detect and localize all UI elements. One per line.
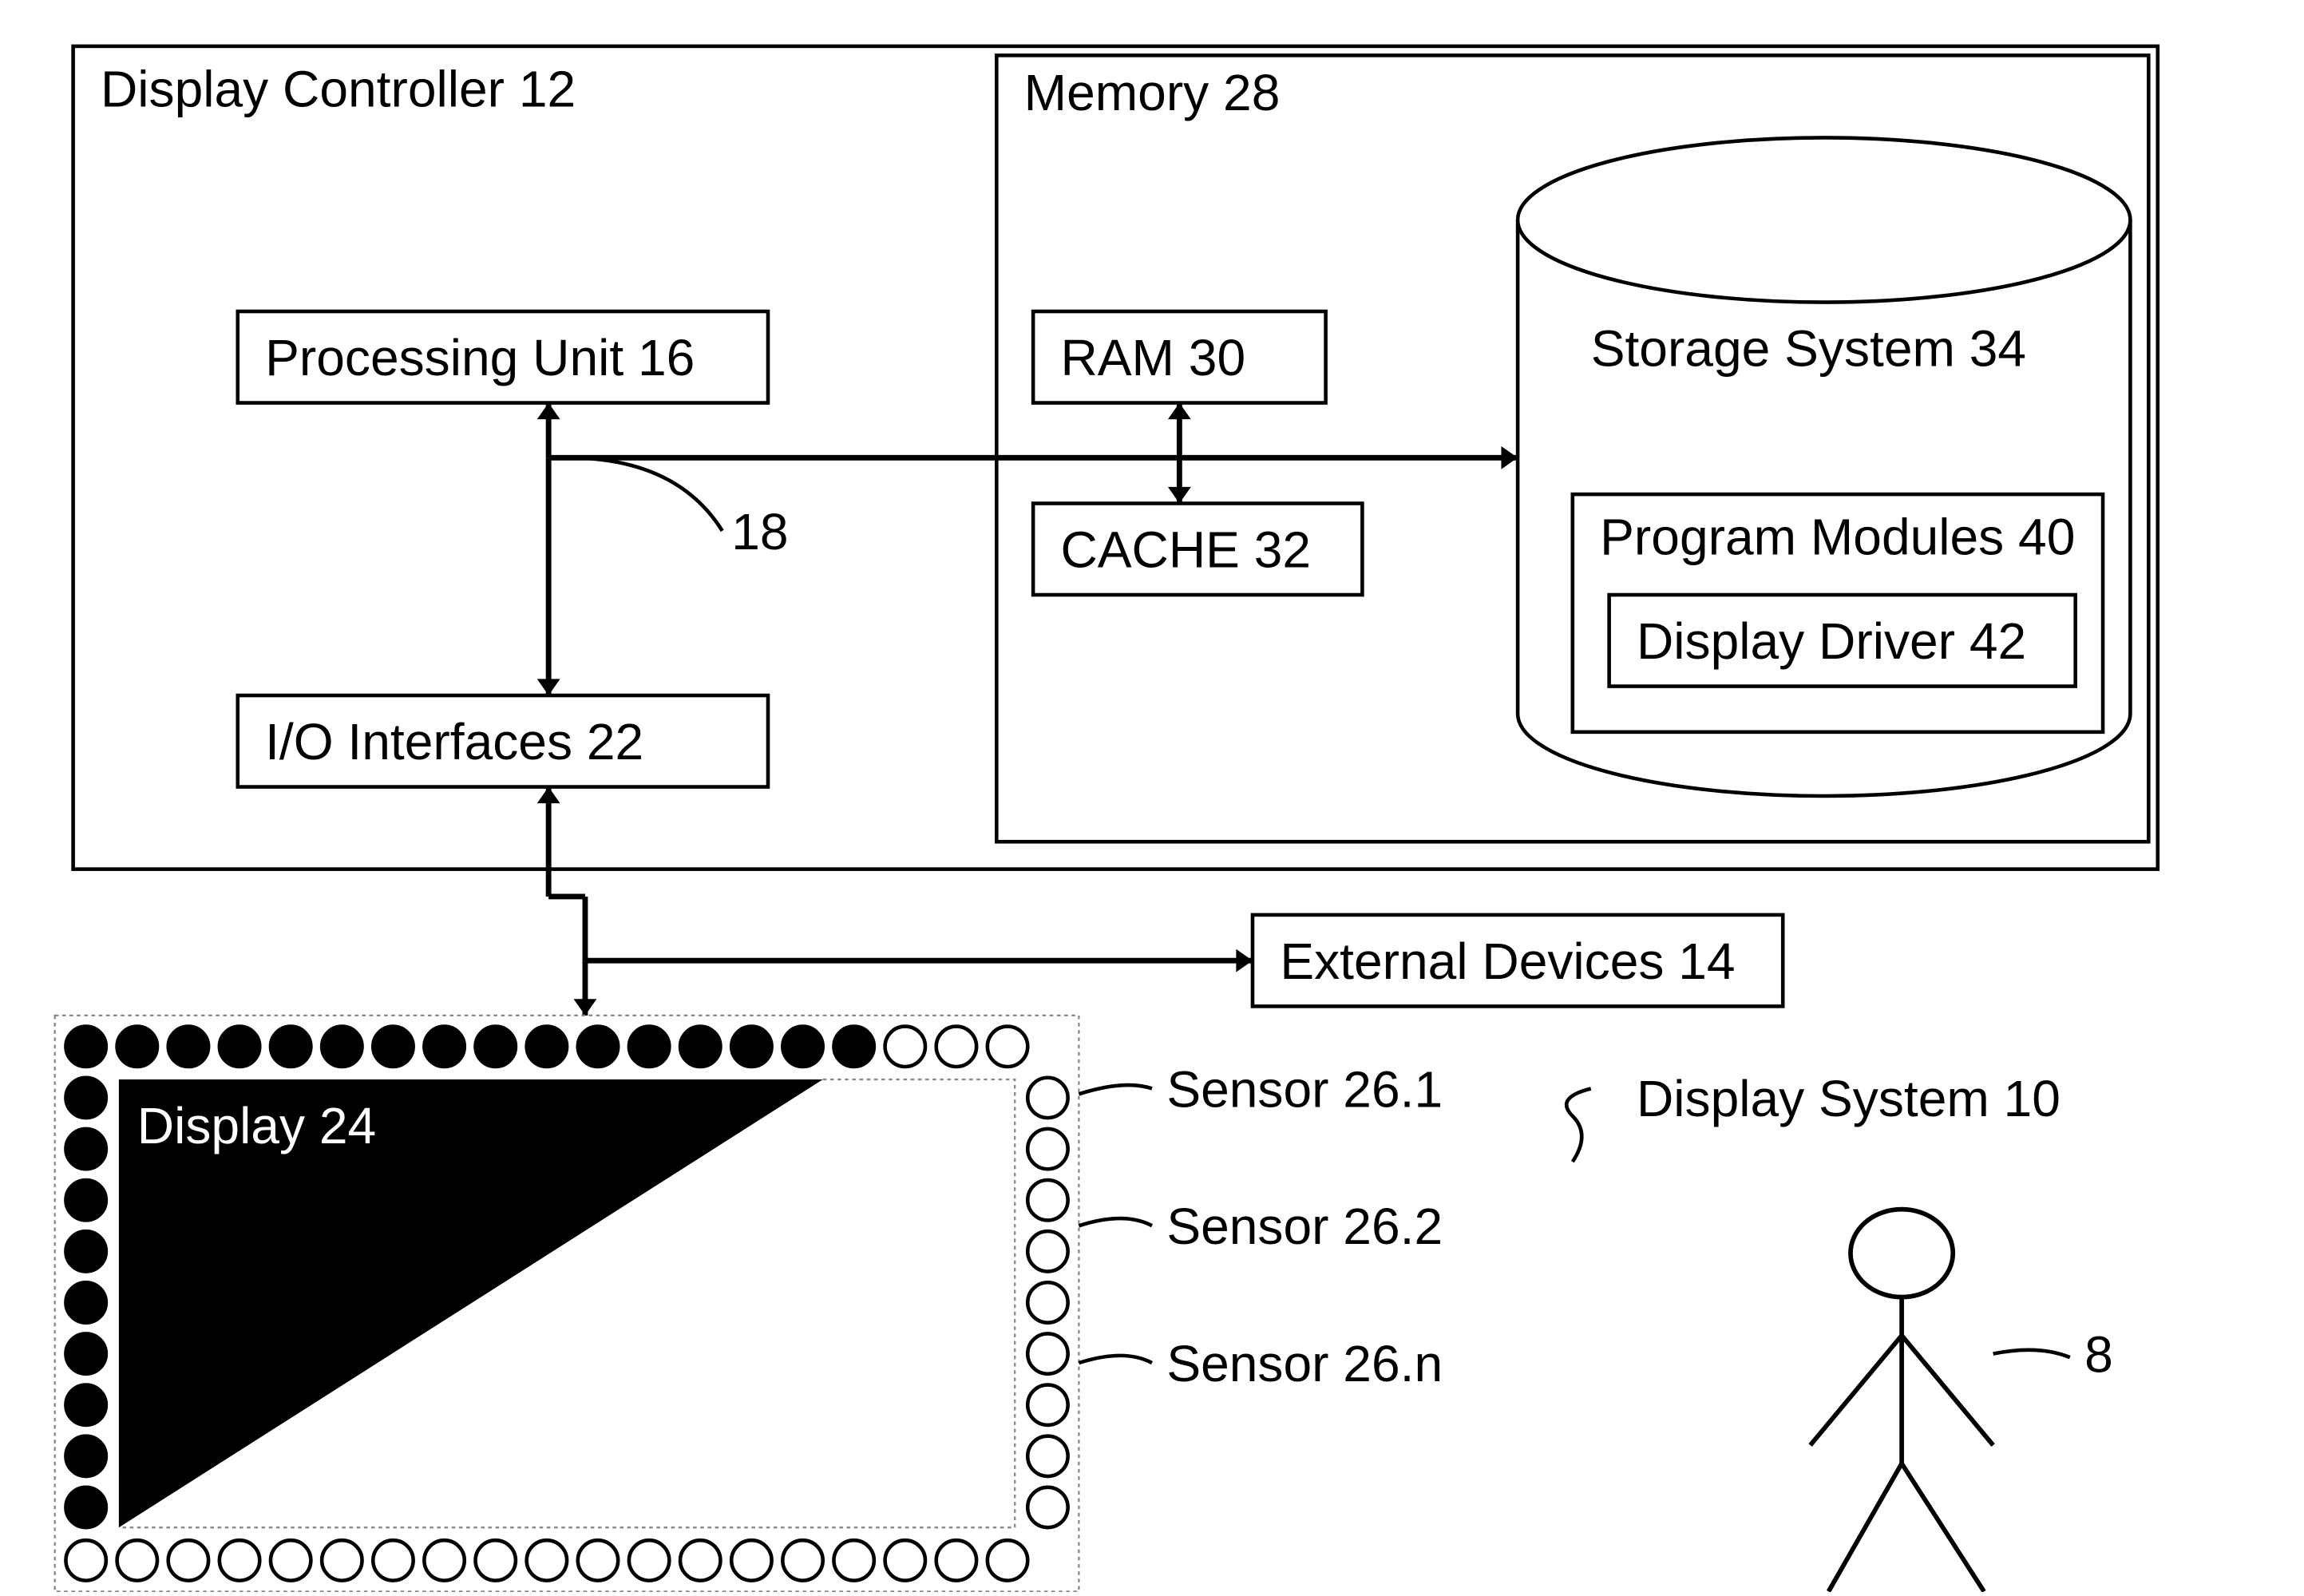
person-leg-l [1828, 1463, 1902, 1591]
sensor-dot-empty [1027, 1129, 1067, 1169]
arrowhead [1501, 446, 1518, 469]
sensor-dot-empty [1027, 1487, 1067, 1527]
sensor-dot-empty [65, 1540, 105, 1580]
arrowhead [1168, 487, 1191, 504]
arrowhead [537, 679, 560, 695]
display-label: Display 24 [137, 1097, 376, 1154]
sensor-dot-empty [1027, 1282, 1067, 1322]
program-modules-label: Program Modules 40 [1600, 509, 2075, 566]
sensor-dot-filled [373, 1027, 413, 1067]
sensor-dot-filled [220, 1027, 259, 1067]
sensor-dot-empty [731, 1540, 771, 1580]
sensor-dot-empty [936, 1540, 976, 1580]
sensor-dot-empty [220, 1540, 259, 1580]
sensor-leader-3 [1079, 1356, 1152, 1363]
external-devices-label: External Devices 14 [1280, 933, 1735, 990]
person-label: 8 [2084, 1326, 2113, 1384]
sensor-leader-2 [1079, 1218, 1152, 1226]
person-leg-r [1902, 1463, 1984, 1591]
sensor-dot-empty [424, 1540, 464, 1580]
arrowhead [1168, 403, 1191, 420]
sensor-dot-filled [578, 1027, 618, 1067]
sensor-label-2: Sensor 26.2 [1166, 1198, 1443, 1255]
sensor-dot-filled [65, 1385, 105, 1425]
sensor-dot-empty [476, 1540, 516, 1580]
sensor-dot-empty [988, 1540, 1027, 1580]
sensor-dot-empty [322, 1540, 362, 1580]
sensor-dot-filled [65, 1487, 105, 1527]
sensor-dot-empty [1027, 1078, 1067, 1118]
sensor-dot-filled [65, 1231, 105, 1271]
sensor-dot-filled [833, 1027, 873, 1067]
processing-unit-label: Processing Unit 16 [265, 329, 695, 386]
bus-label: 18 [731, 503, 788, 560]
display-controller-label: Display Controller 12 [101, 60, 576, 117]
sensor-dot-filled [731, 1027, 771, 1067]
sensor-dot-filled [322, 1027, 362, 1067]
cache-label: CACHE 32 [1060, 521, 1311, 579]
sensor-dot-filled [271, 1027, 311, 1067]
sensor-dot-filled [629, 1027, 669, 1067]
sensor-dot-empty [117, 1540, 157, 1580]
sensor-dot-filled [782, 1027, 822, 1067]
sensor-dot-empty [578, 1540, 618, 1580]
sensor-dot-filled [680, 1027, 720, 1067]
sensor-dot-filled [527, 1027, 567, 1067]
sensor-dot-filled [65, 1078, 105, 1118]
sensor-dot-empty [1027, 1385, 1067, 1425]
sensor-dot-empty [988, 1027, 1027, 1067]
display-system-squiggle [1566, 1088, 1591, 1162]
sensor-dot-empty [527, 1540, 567, 1580]
memory-label: Memory 28 [1024, 64, 1281, 121]
sensor-dot-empty [168, 1540, 208, 1580]
sensor-dot-empty [885, 1027, 925, 1067]
person-arm-l [1811, 1336, 1902, 1445]
sensor-dot-empty [833, 1540, 873, 1580]
person-leader [1993, 1350, 2070, 1357]
sensor-dot-empty [1027, 1436, 1067, 1476]
sensor-dot-empty [629, 1540, 669, 1580]
sensor-dot-filled [476, 1027, 516, 1067]
arrowhead [574, 999, 597, 1016]
sensor-dot-empty [782, 1540, 822, 1580]
sensor-dot-filled [117, 1027, 157, 1067]
display-driver-label: Display Driver 42 [1637, 612, 2026, 670]
arrowhead [1236, 949, 1253, 972]
sensor-dot-filled [65, 1282, 105, 1322]
sensor-label-3: Sensor 26.n [1166, 1335, 1443, 1392]
person-head [1851, 1210, 1953, 1297]
ram-label: RAM 30 [1060, 329, 1245, 386]
arrowhead [537, 403, 560, 420]
sensor-dot-empty [373, 1540, 413, 1580]
sensor-dot-filled [65, 1436, 105, 1476]
sensor-dot-empty [1027, 1231, 1067, 1271]
sensor-leader-1 [1079, 1085, 1152, 1094]
sensor-dot-empty [936, 1027, 976, 1067]
sensor-dot-empty [680, 1540, 720, 1580]
person-arm-r [1902, 1336, 1993, 1445]
sensor-dot-filled [65, 1333, 105, 1373]
storage-cylinder-top [1518, 137, 2130, 302]
io-interfaces-label: I/O Interfaces 22 [265, 713, 643, 770]
sensor-dot-empty [885, 1540, 925, 1580]
sensor-dot-filled [65, 1180, 105, 1220]
sensor-dot-empty [1027, 1333, 1067, 1373]
arrowhead [537, 787, 560, 804]
sensor-dot-empty [1027, 1180, 1067, 1220]
sensor-label-1: Sensor 26.1 [1166, 1060, 1443, 1118]
display-system-label: Display System 10 [1637, 1070, 2061, 1127]
storage-system-label: Storage System 34 [1591, 320, 2026, 378]
sensor-dot-empty [271, 1540, 311, 1580]
sensor-dot-filled [168, 1027, 208, 1067]
bus-label-curve [567, 457, 722, 531]
sensor-dot-filled [65, 1129, 105, 1169]
sensor-dot-filled [65, 1027, 105, 1067]
sensor-dot-filled [424, 1027, 464, 1067]
